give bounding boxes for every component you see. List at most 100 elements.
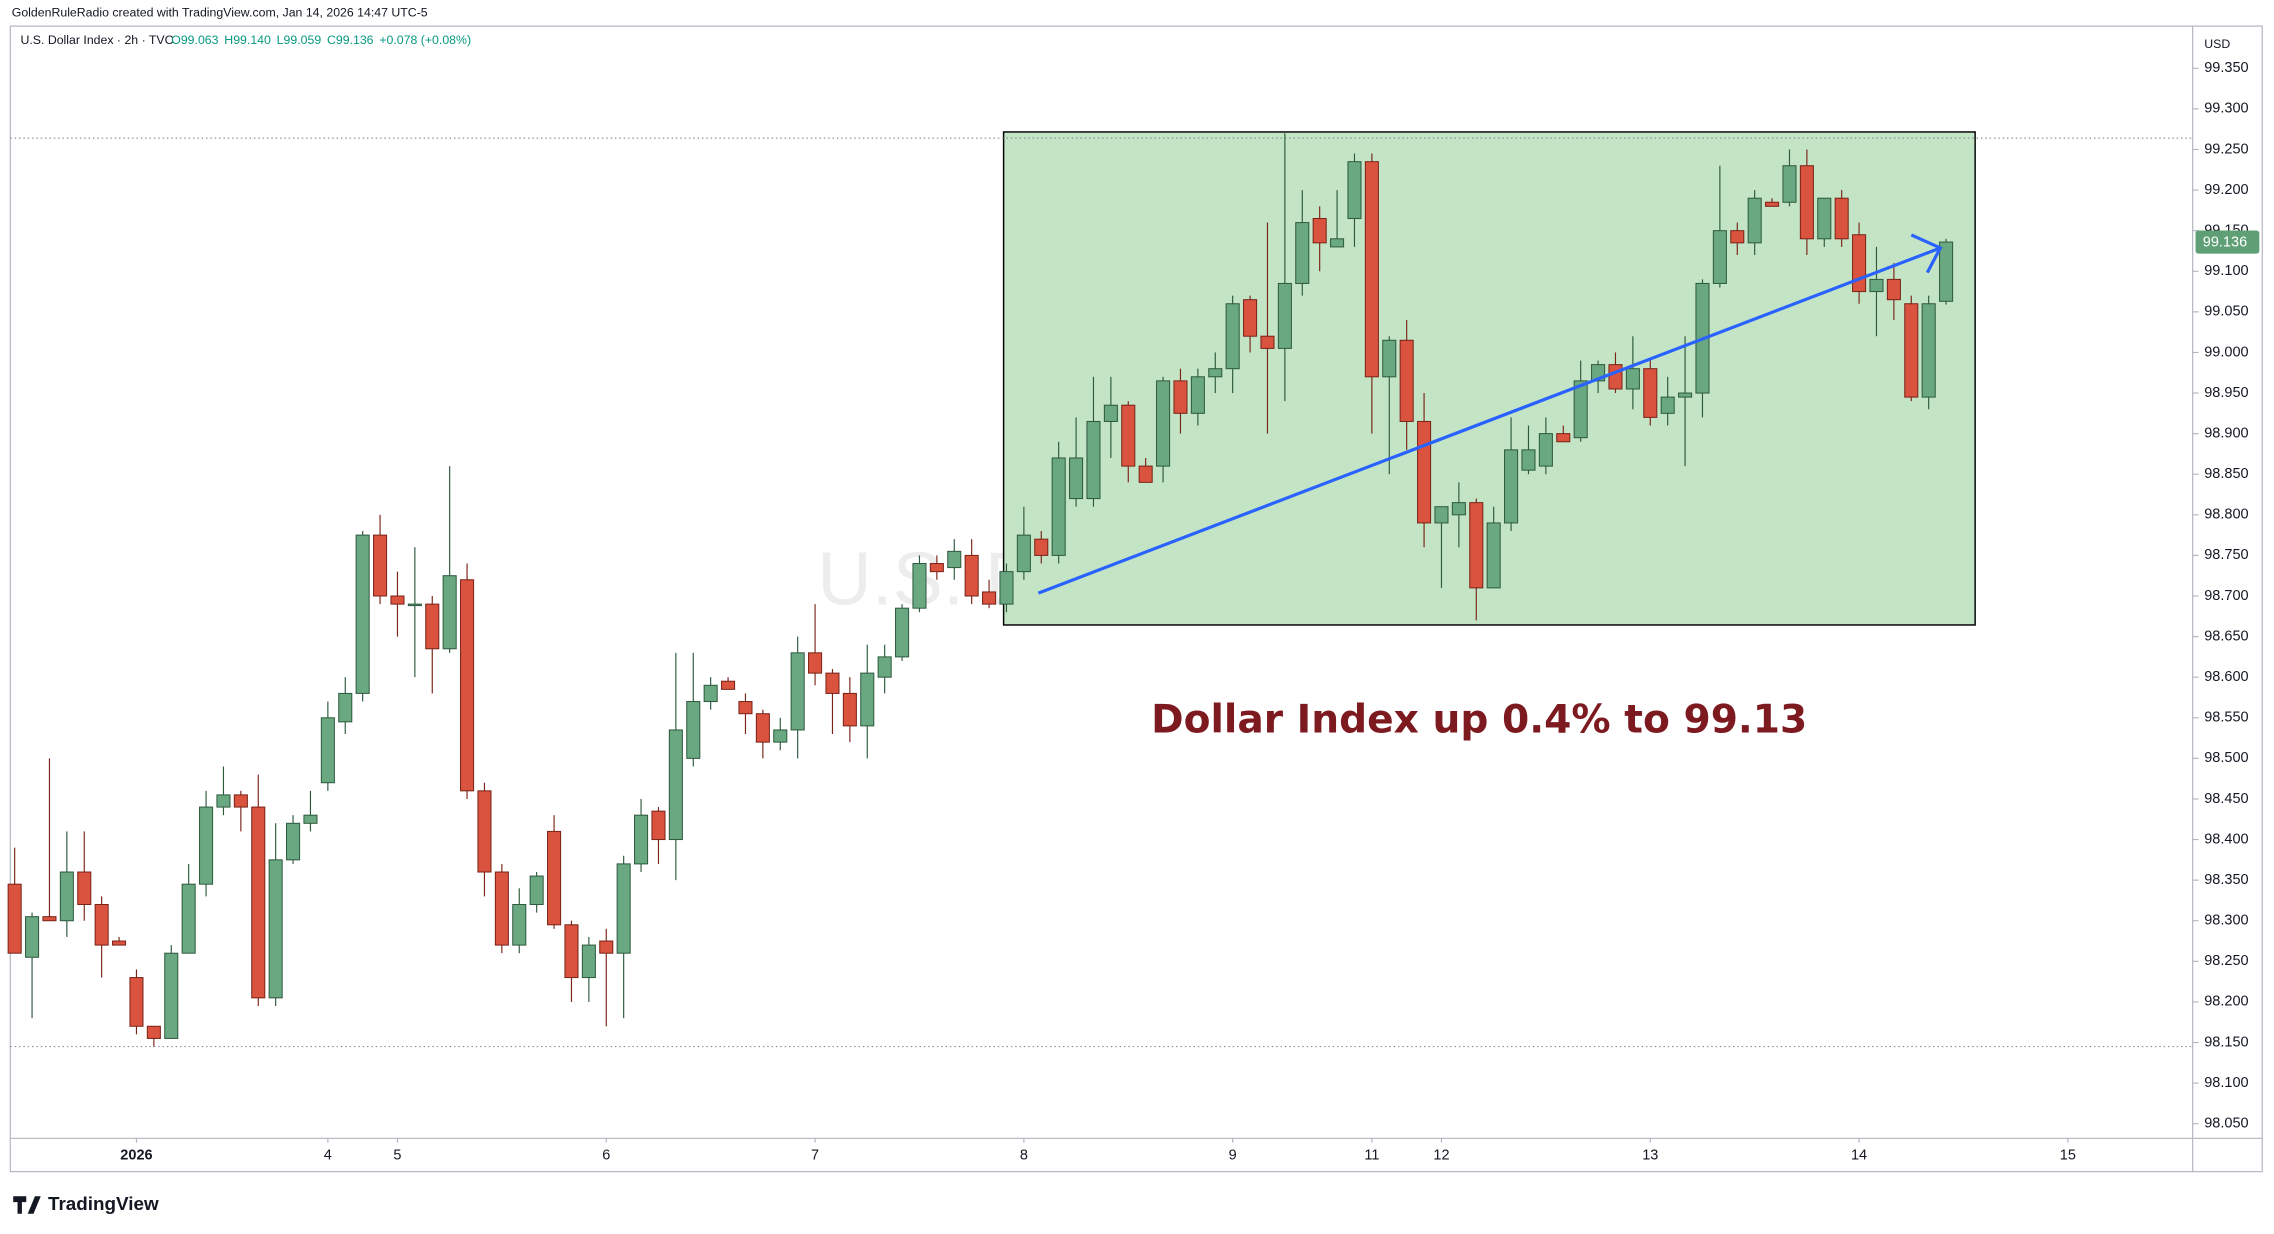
x-tick-label: 12 bbox=[1433, 1148, 1449, 1164]
candle-body bbox=[129, 977, 144, 1027]
candle-body bbox=[181, 883, 196, 954]
candle-body bbox=[1190, 376, 1205, 414]
candle-body bbox=[1904, 303, 1919, 398]
candle-body bbox=[1347, 161, 1362, 220]
candle-body bbox=[303, 814, 318, 824]
candle-body bbox=[42, 916, 57, 922]
x-tick-label: 2026 bbox=[120, 1148, 152, 1164]
candle-body bbox=[1504, 449, 1519, 524]
candle-body bbox=[199, 806, 214, 885]
symbol-line: U.S. Dollar Index · 2h · TVC bbox=[20, 33, 173, 47]
candle-body bbox=[1312, 217, 1327, 244]
candle-body bbox=[929, 563, 944, 573]
candle-body bbox=[1295, 222, 1310, 284]
candle-body bbox=[1069, 457, 1084, 500]
candle-body bbox=[1051, 457, 1066, 556]
candle-body bbox=[860, 672, 875, 727]
candle-body bbox=[1834, 197, 1849, 240]
x-tick-label: 13 bbox=[1642, 1148, 1658, 1164]
candle-body bbox=[1277, 282, 1292, 349]
candle-body bbox=[1434, 506, 1449, 524]
ohlc-legend-item: H99.140 bbox=[224, 33, 271, 47]
candle-body bbox=[442, 575, 457, 650]
y-tick-label: 99.000 bbox=[2204, 344, 2248, 360]
candle-body bbox=[1730, 230, 1745, 244]
candle-body bbox=[1660, 396, 1675, 414]
candle-body bbox=[1817, 197, 1832, 240]
candle-body bbox=[1469, 502, 1484, 589]
candle-body bbox=[651, 810, 666, 841]
y-tick-label: 98.850 bbox=[2204, 466, 2248, 482]
candle-body bbox=[460, 579, 475, 792]
candle-body bbox=[59, 871, 74, 922]
x-tick-label: 14 bbox=[1851, 1148, 1867, 1164]
y-tick-label: 98.800 bbox=[2204, 507, 2248, 523]
candle-body bbox=[355, 534, 370, 694]
y-tick-label: 98.650 bbox=[2204, 628, 2248, 644]
y-tick-label: 98.450 bbox=[2204, 791, 2248, 807]
candle-body bbox=[547, 830, 562, 926]
candle-body bbox=[251, 806, 266, 999]
candle-body bbox=[1747, 197, 1762, 244]
x-tick-label: 11 bbox=[1364, 1148, 1379, 1164]
candle-body bbox=[964, 554, 979, 597]
candle-body bbox=[1451, 502, 1466, 516]
candle-body bbox=[1799, 165, 1814, 240]
candle-body bbox=[512, 903, 527, 946]
candle-body bbox=[1138, 465, 1153, 483]
y-tick-label: 98.400 bbox=[2204, 831, 2248, 847]
candle-body bbox=[1364, 161, 1379, 378]
candle-body bbox=[1243, 299, 1258, 337]
candle-body bbox=[477, 790, 492, 873]
candle-body bbox=[721, 680, 736, 690]
candle-body bbox=[1156, 380, 1171, 467]
candle-body bbox=[1225, 303, 1240, 370]
trend-arrow bbox=[1037, 246, 1941, 595]
footer-logo: TradingView bbox=[13, 1193, 159, 1214]
candle-body bbox=[877, 656, 892, 678]
candle-body bbox=[216, 794, 231, 808]
y-tick-label: 98.300 bbox=[2204, 913, 2248, 929]
x-tick-label: 7 bbox=[811, 1148, 819, 1164]
candle-body bbox=[320, 717, 335, 784]
candle-body bbox=[7, 883, 22, 954]
ohlc-legend: O99.063 H99.140 L99.059 C99.136 +0.078 (+0.0… bbox=[171, 33, 471, 47]
ohlc-legend-item: L99.059 bbox=[277, 33, 322, 47]
ohlc-legend-item: +0.078 (+0.08%) bbox=[379, 33, 471, 47]
candle-body bbox=[999, 571, 1014, 605]
y-tick-label: 99.350 bbox=[2204, 60, 2248, 76]
candle-body bbox=[1782, 165, 1797, 203]
candle-body bbox=[947, 550, 962, 569]
candle-body bbox=[755, 713, 770, 743]
candle-body bbox=[1678, 392, 1693, 398]
y-tick-label: 99.300 bbox=[2204, 101, 2248, 117]
y-tick-label: 98.100 bbox=[2204, 1075, 2248, 1091]
candle-body bbox=[1573, 380, 1588, 439]
candle-body bbox=[1556, 433, 1571, 443]
candle-body bbox=[1034, 538, 1049, 556]
candle-body bbox=[1886, 278, 1901, 301]
ohlc-legend-item: C99.136 bbox=[327, 33, 374, 47]
y-tick-label: 98.500 bbox=[2204, 750, 2248, 766]
y-tick-label: 99.200 bbox=[2204, 182, 2248, 198]
chart-frame bbox=[9, 25, 2263, 1173]
candle-body bbox=[112, 940, 127, 946]
candle-body bbox=[686, 701, 701, 759]
candle-body bbox=[1103, 404, 1118, 422]
y-tick-label: 99.050 bbox=[2204, 304, 2248, 320]
candle-body bbox=[77, 871, 92, 905]
y-tick-label: 98.750 bbox=[2204, 547, 2248, 563]
x-tick-label: 9 bbox=[1229, 1148, 1237, 1164]
candle-body bbox=[982, 591, 997, 605]
candle-body bbox=[668, 729, 683, 841]
y-tick-label: 98.550 bbox=[2204, 710, 2248, 726]
y-tick-label: 98.900 bbox=[2204, 425, 2248, 441]
currency-label: USD bbox=[2204, 37, 2230, 51]
candle-body bbox=[1382, 339, 1397, 378]
y-tick-label: 98.950 bbox=[2204, 385, 2248, 401]
candle-body bbox=[390, 595, 405, 605]
candle-body bbox=[407, 603, 422, 607]
y-tick-label: 98.150 bbox=[2204, 1034, 2248, 1050]
